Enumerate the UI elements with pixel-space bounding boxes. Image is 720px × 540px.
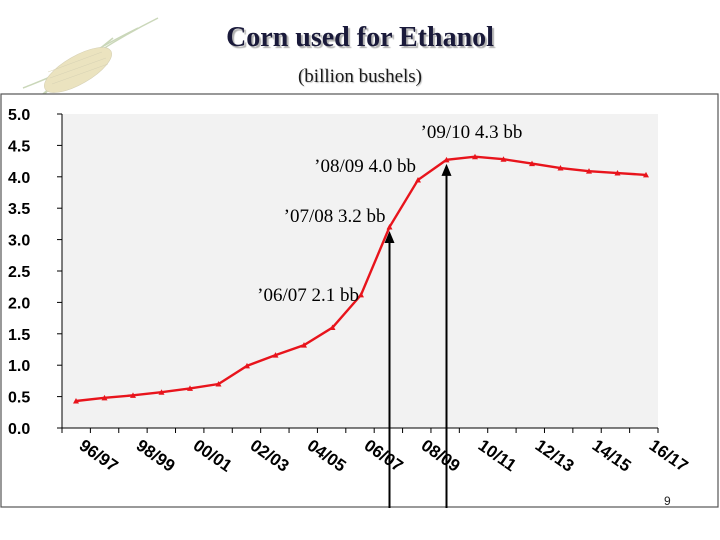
- data-point: [187, 385, 193, 391]
- chart-subtitle: (billion bushels): [297, 66, 423, 87]
- data-point: [301, 342, 307, 348]
- data-point: [500, 156, 507, 162]
- y-tick-label: 1.5: [8, 327, 30, 344]
- data-point: [244, 362, 250, 369]
- data-point: [215, 381, 222, 387]
- y-tick-label: 3.0: [8, 233, 30, 250]
- y-axis: 0.0 0.5 1.0 1.5 2.0 2.5 3.0 3.5 4.0 4.5 5.0: [8, 107, 63, 438]
- data-point: [415, 176, 421, 183]
- data-point: [158, 389, 165, 395]
- annotation-label: ’09/10 4.3 bb: [421, 122, 523, 143]
- data-point: [443, 156, 450, 163]
- annotation-label: ’07/08 3.2 bb: [284, 206, 386, 227]
- y-tick-label: 3.5: [8, 201, 30, 218]
- page-number: 9: [664, 494, 671, 508]
- data-point: [557, 165, 564, 171]
- y-tick-label: 0.5: [8, 390, 30, 407]
- data-point: [130, 392, 136, 398]
- chart-title: Corn used for Ethanol: [226, 22, 494, 53]
- plot-area: [62, 114, 658, 428]
- data-point: [386, 224, 393, 230]
- series-line-group: [73, 153, 649, 404]
- annotation-label: ’08/09 4.0 bb: [314, 156, 416, 177]
- annotations: ’06/07 2.1 bb ’07/08 3.2 bb ’08/09 4.0 bb’…: [257, 122, 522, 306]
- data-point: [101, 394, 108, 401]
- y-tick-label: 2.5: [8, 264, 30, 281]
- data-point: [472, 153, 478, 160]
- data-point: [73, 397, 79, 404]
- y-tick-label: 1.0: [8, 358, 30, 375]
- corn-illustration: [22, 17, 159, 109]
- data-point: [272, 352, 279, 358]
- annotation-arrows: [384, 163, 452, 508]
- y-tick-label: 5.0: [8, 107, 30, 124]
- data-point: [586, 168, 592, 174]
- y-tick-label: 2.0: [8, 295, 30, 312]
- y-tick-label: 0.0: [8, 421, 30, 438]
- annotation-label: ’06/07 2.1 bb: [257, 285, 359, 306]
- annotation-arrow-head: [384, 231, 395, 244]
- data-point: [643, 171, 649, 178]
- annotation-arrow-head: [441, 163, 452, 176]
- data-point: [529, 160, 535, 167]
- data-point: [329, 324, 336, 331]
- y-tick-label: 4.0: [8, 170, 30, 187]
- data-point: [358, 291, 364, 298]
- y-tick-label: 4.5: [8, 138, 30, 155]
- data-point: [614, 170, 621, 176]
